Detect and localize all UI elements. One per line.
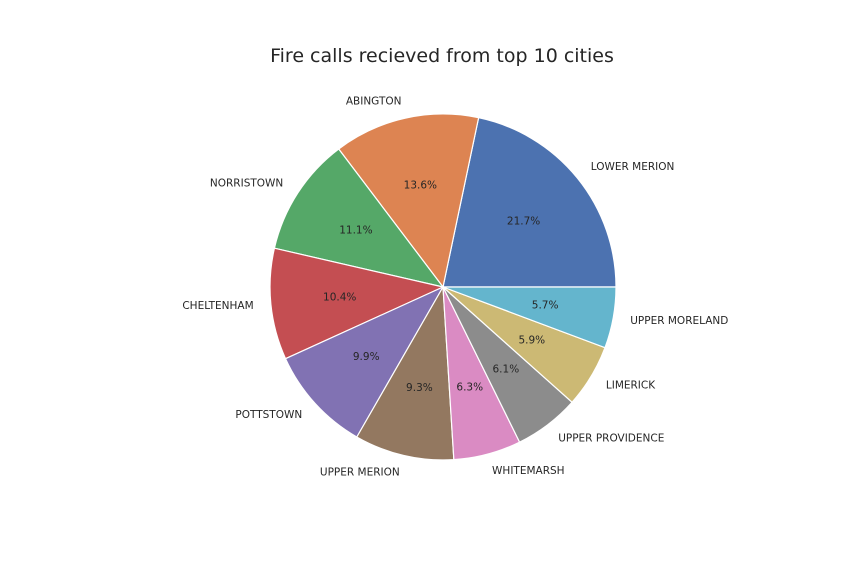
percent-label-8: 5.9% [518,335,545,347]
percent-labels-layer: 21.7% 13.6% 11.1% 10.4% 9.9% 9.3% 6.3% 6.1% 5.9%… [323,180,558,394]
category-label-9: UPPER MORELAND [630,315,728,327]
category-label-7: UPPER PROVIDENCE [558,432,664,444]
chart-title: Fire calls recieved from top 10 cities [270,45,614,67]
pie-slice-0 [442,116,617,288]
percent-label-9: 5.7% [532,299,559,311]
percent-label-0: 21.7% [507,216,540,228]
percent-label-3: 10.4% [323,291,356,303]
percent-label-1: 13.6% [404,180,437,192]
pie-slice-2 [273,148,445,288]
percent-label-5: 9.3% [406,382,433,394]
percent-label-6: 6.3% [456,381,483,393]
percent-label-2: 11.1% [339,225,372,237]
category-label-4: POTTSTOWN [235,409,302,421]
pie-slice-9 [442,286,617,349]
percent-label-4: 9.9% [353,351,380,363]
category-label-6: WHITEMARSH [492,465,565,477]
category-label-1: ABINGTON [346,95,402,107]
slices-layer [269,113,617,461]
pie-slice-1 [337,113,480,289]
category-labels-layer: LOWER MERION ABINGTON NORRISTOWN CHELTENHAM… [182,95,728,478]
category-label-5: UPPER MERION [320,466,400,478]
pie-slice-5 [355,284,455,461]
category-label-8: LIMERICK [606,379,656,391]
pie-slice-3 [269,247,445,360]
category-label-0: LOWER MERION [591,161,675,173]
category-label-3: CHELTENHAM [182,300,253,312]
category-label-2: NORRISTOWN [210,178,283,190]
percent-label-7: 6.1% [493,364,520,376]
pie-slice-4 [284,285,445,438]
